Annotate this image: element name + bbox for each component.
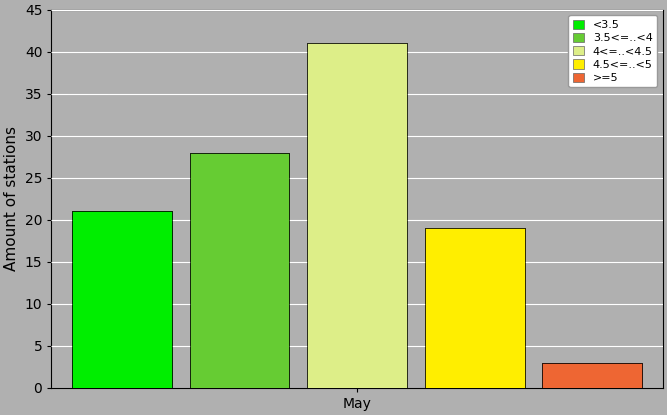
Bar xyxy=(307,43,407,388)
Legend: <3.5, 3.5<=..<4, 4<=..<4.5, 4.5<=..<5, >=5: <3.5, 3.5<=..<4, 4<=..<4.5, 4.5<=..<5, >… xyxy=(568,15,657,88)
Bar xyxy=(425,228,525,388)
Bar xyxy=(72,211,172,388)
Bar xyxy=(189,153,289,388)
Bar xyxy=(72,211,172,388)
Bar xyxy=(542,363,642,388)
Bar xyxy=(189,153,289,388)
Bar xyxy=(425,228,525,388)
Bar xyxy=(307,43,407,388)
Y-axis label: Amount of stations: Amount of stations xyxy=(4,126,19,271)
Bar xyxy=(542,363,642,388)
